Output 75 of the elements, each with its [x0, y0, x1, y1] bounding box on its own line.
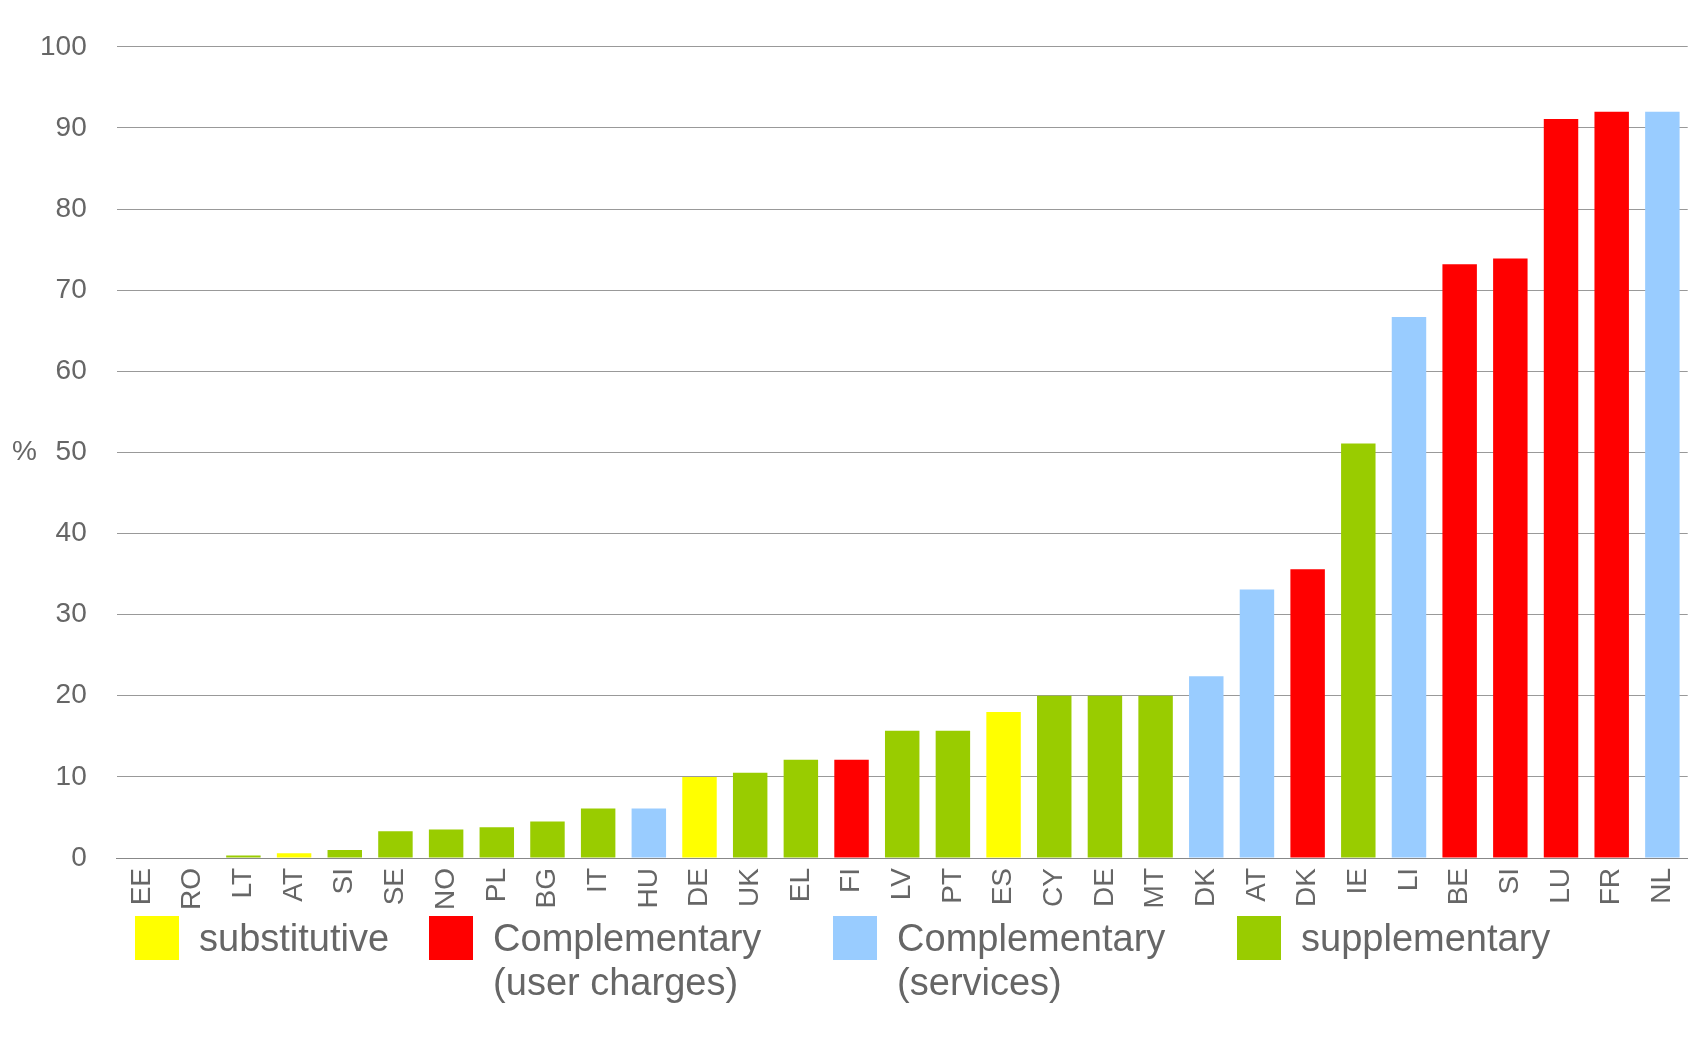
legend-label: supplementary	[1301, 916, 1551, 960]
bar	[1138, 695, 1173, 858]
bar	[1543, 119, 1579, 858]
bar	[1493, 258, 1528, 858]
x-tick-label: DK	[1188, 867, 1220, 907]
bar	[1341, 443, 1376, 858]
x-tick-label: ES	[986, 868, 1018, 906]
x-tick-label: RO	[175, 868, 207, 910]
bar	[631, 808, 667, 858]
x-tick-label: BG	[530, 868, 562, 909]
bar	[1594, 111, 1629, 858]
x-tick-label: MT	[1138, 868, 1170, 909]
bar	[580, 808, 616, 858]
x-tick-label: LU	[1543, 868, 1575, 904]
x-tick-label: NL	[1645, 868, 1677, 904]
x-tick-label: BE	[1442, 868, 1474, 906]
legend-label: substitutive	[199, 916, 390, 960]
x-tick-label: FR	[1594, 868, 1626, 906]
bar	[1290, 569, 1325, 858]
x-tick-label: PT	[935, 868, 967, 904]
bar	[682, 776, 717, 858]
x-tick-label: SI	[1493, 868, 1525, 895]
y-tick-label: 0	[71, 840, 87, 872]
x-tick-label: PL	[479, 868, 511, 903]
x-tick-label: AT	[1239, 868, 1271, 902]
bar	[1037, 695, 1072, 858]
x-tick-label: NO	[428, 868, 460, 910]
y-tick-label: 100	[40, 29, 87, 61]
bar	[834, 759, 869, 858]
x-tick-label: IE	[1341, 868, 1373, 895]
y-tick-label: 90	[55, 110, 87, 142]
bar	[1645, 111, 1680, 858]
bar	[884, 730, 920, 858]
x-tick-label: DE	[1087, 868, 1119, 907]
x-tick-label: EL	[783, 868, 815, 903]
x-tick-label: LV	[884, 867, 916, 901]
bar	[1391, 316, 1427, 858]
bar	[276, 853, 312, 858]
bar	[1087, 695, 1123, 858]
bar	[1239, 589, 1275, 858]
x-tick-label: DE	[682, 868, 714, 907]
x-tick-label: LT	[226, 868, 258, 899]
x-tick-label: CY	[1036, 867, 1068, 907]
bar	[732, 772, 768, 858]
bar	[428, 829, 464, 858]
y-tick-label: 70	[55, 272, 87, 304]
y-tick-label: 50	[55, 435, 87, 467]
y-tick-label: 40	[55, 516, 87, 548]
bar	[327, 849, 362, 858]
x-tick-label: SE	[378, 868, 410, 906]
x-tick-label: AT	[276, 868, 308, 902]
x-tick-label: IT	[580, 868, 612, 893]
bar	[479, 827, 515, 858]
bar	[783, 759, 819, 858]
x-tick-label: EE	[124, 868, 156, 906]
y-axis-title: %	[12, 435, 37, 467]
legend-label: Complementary (services)	[897, 916, 1167, 1004]
y-tick-label: 30	[55, 597, 87, 629]
y-tick-label: 20	[55, 678, 87, 710]
x-tick-label: UK	[732, 867, 764, 907]
y-tick-label: 10	[55, 759, 87, 791]
x-tick-label: HU	[631, 868, 663, 909]
bar	[530, 821, 565, 858]
bar	[1189, 676, 1224, 858]
x-tick-label: LI	[1391, 868, 1423, 892]
x-tick-label: SI	[327, 868, 359, 895]
legend-label: Complementary (user charges)	[493, 916, 763, 1004]
x-tick-label: DK	[1290, 867, 1322, 907]
bar	[378, 831, 413, 858]
y-tick-label: 80	[55, 191, 87, 223]
bar	[1442, 264, 1477, 858]
x-tick-label: FI	[834, 868, 866, 893]
bar	[935, 730, 971, 858]
bar	[986, 711, 1021, 858]
y-tick-label: 60	[55, 354, 87, 385]
